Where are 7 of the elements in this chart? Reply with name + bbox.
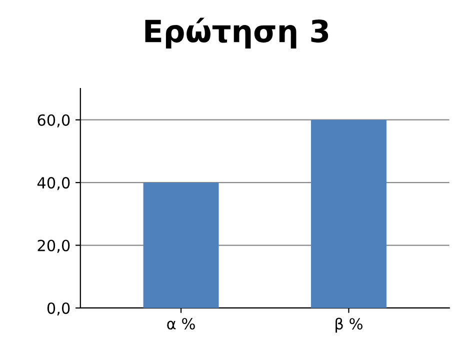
y-tick-label: 40,0 [37, 177, 70, 190]
x-tick-label: β % [336, 318, 362, 333]
chart-title: Ερώτηση 3 [145, 18, 328, 48]
x-tick-label: α % [167, 318, 195, 330]
y-tick-label: 0,0 [47, 302, 70, 316]
y-tick-label: 60,0 [38, 114, 70, 128]
y-tick-label: 20,0 [38, 240, 70, 253]
